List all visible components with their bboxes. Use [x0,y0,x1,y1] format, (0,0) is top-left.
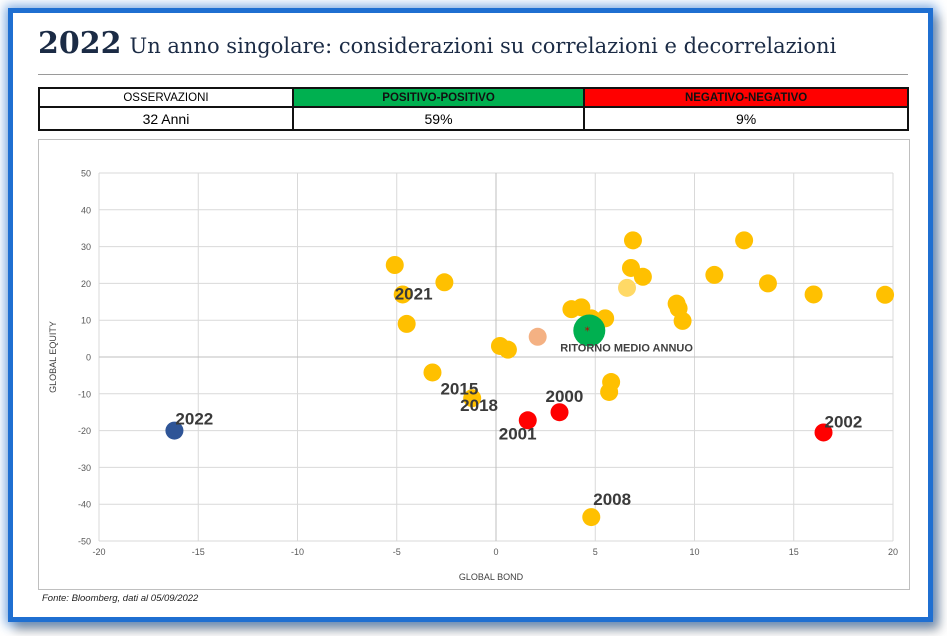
data-point [393,285,412,304]
source-note: Fonte: Bloomberg, dati al 05/09/2022 [42,593,199,604]
y-tick-label: 0 [86,353,91,363]
data-point [518,411,537,430]
title-text: Un anno singolare: considerazioni su cor… [129,34,837,58]
observations-table: OSSERVAZIONI POSITIVO-POSITIVO NEGATIVO-… [38,87,909,131]
y-tick-label: 50 [81,169,91,179]
data-point [673,311,692,330]
x-tick-label: 0 [493,547,498,557]
y-tick-label: 20 [81,279,91,289]
y-tick-label: 40 [81,205,91,215]
table-header-row: OSSERVAZIONI POSITIVO-POSITIVO NEGATIVO-… [38,87,909,108]
mean-point-label: RITORNO MEDIO ANNUO [560,343,693,355]
value-negative-negative: 9% [583,106,909,131]
data-point [550,403,569,422]
title-divider [38,74,908,75]
y-tick-label: -10 [78,389,91,399]
table-value-row: 32 Anni 59% 9% [38,106,909,131]
data-point [528,327,547,346]
data-point [423,363,442,382]
y-tick-label: 30 [81,242,91,252]
x-tick-label: -5 [393,547,401,557]
year-label: 2000 [546,387,584,406]
y-tick-label: -50 [78,537,91,547]
y-tick-label: -40 [78,500,91,510]
value-observations: 32 Anni [38,106,294,131]
title-year: 2022 [38,26,122,61]
data-point [397,314,416,333]
x-tick-label: 15 [789,547,799,557]
data-point [618,278,637,297]
mean-point-marker: * [585,325,591,338]
y-tick-label: 10 [81,316,91,326]
year-label: 2002 [825,412,863,431]
data-point [633,267,652,286]
header-negative-negative: NEGATIVO-NEGATIVO [583,87,909,108]
x-axis-title: GLOBAL BOND [459,572,524,582]
header-observations: OSSERVAZIONI [38,87,294,108]
data-point [463,389,482,408]
data-point [165,421,184,440]
y-tick-label: -30 [78,463,91,473]
year-label: 2001 [499,424,537,443]
data-point [735,231,754,250]
x-tick-label: -10 [291,547,304,557]
data-point [705,265,724,284]
x-tick-label: 5 [593,547,598,557]
year-label: 2021 [395,284,433,303]
year-label: 2015 [440,379,478,398]
year-label: 2022 [175,410,213,429]
data-point [814,423,833,442]
data-point [758,274,777,293]
data-point [582,508,601,527]
data-point [602,373,621,392]
data-point [876,285,895,304]
y-axis-title: GLOBAL EQUITY [48,321,58,393]
data-point [804,285,823,304]
data-point [385,256,404,274]
data-point [435,273,454,292]
year-label: 2018 [460,396,498,415]
y-tick-label: -20 [78,426,91,436]
value-positive-positive: 59% [291,106,586,131]
x-tick-label: 20 [888,547,898,557]
data-point [498,340,517,359]
x-tick-label: -20 [92,547,105,557]
slide-title: 2022 Un anno singolare: considerazioni s… [38,26,836,68]
mean-point [573,314,606,347]
year-label: 2008 [593,490,631,509]
chart-container: 50 40 30 20 10 0 -10 -20 -30 -40 -50 -20 -15 -10 -5 0 5 1… [38,139,910,590]
x-tick-label: 10 [689,547,699,557]
x-tick-label: -15 [192,547,205,557]
header-positive-positive: POSITIVO-POSITIVO [291,87,586,108]
data-point [623,231,642,250]
